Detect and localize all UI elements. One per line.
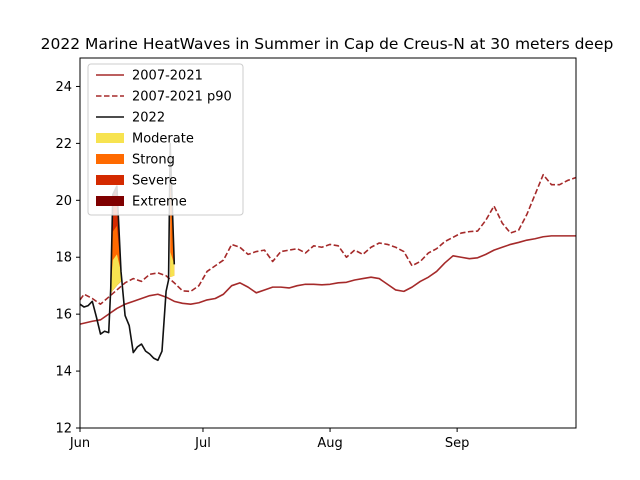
x-tick-label-aug: Aug bbox=[317, 436, 342, 451]
y-tick-label-24: 24 bbox=[55, 80, 72, 95]
legend-box bbox=[87, 63, 244, 216]
legend-swatch-moderate bbox=[96, 133, 124, 143]
legend-label-2007-2021: 2007-2021 bbox=[132, 69, 203, 84]
legend-label-2007-2021-p90: 2007-2021 p90 bbox=[132, 90, 232, 105]
legend-label-strong: Strong bbox=[132, 153, 175, 168]
axes-frame bbox=[79, 57, 577, 429]
chart-title: 2022 Marine HeatWaves in Summer in Cap d… bbox=[41, 35, 614, 53]
x-tick-label-jul: Jul bbox=[194, 436, 211, 451]
y-tick-label-16: 16 bbox=[55, 308, 72, 323]
legend-swatch-strong bbox=[96, 154, 124, 164]
plot-area bbox=[79, 142, 577, 362]
x-axis: Jun Jul Aug Sep bbox=[69, 428, 470, 451]
series-line-2007-2021-p90 bbox=[79, 173, 577, 305]
legend-label-2022: 2022 bbox=[132, 111, 165, 126]
legend-label-severe: Severe bbox=[132, 174, 177, 189]
heatwave-1-moderate-band bbox=[110, 254, 121, 294]
legend: 2007-2021 2007-2021 p90 2022 Moderate Strong… bbox=[87, 63, 244, 216]
lines-layer bbox=[79, 142, 577, 362]
y-tick-label-14: 14 bbox=[55, 365, 72, 380]
y-tick-label-20: 20 bbox=[55, 194, 72, 209]
x-tick-label-sep: Sep bbox=[445, 436, 470, 451]
legend-label-extreme: Extreme bbox=[132, 195, 187, 210]
heatwave-2-moderate-band bbox=[170, 251, 175, 278]
legend-swatch-severe bbox=[96, 175, 124, 185]
y-tick-label-22: 22 bbox=[55, 137, 72, 152]
y-axis: 12 14 16 18 20 22 24 bbox=[55, 80, 80, 437]
series-line-2022 bbox=[79, 142, 176, 362]
legend-label-moderate: Moderate bbox=[132, 132, 194, 147]
x-tick-label-jun: Jun bbox=[69, 436, 90, 451]
y-tick-label-12: 12 bbox=[55, 422, 72, 437]
legend-swatch-extreme bbox=[96, 196, 124, 206]
y-tick-label-18: 18 bbox=[55, 251, 72, 266]
